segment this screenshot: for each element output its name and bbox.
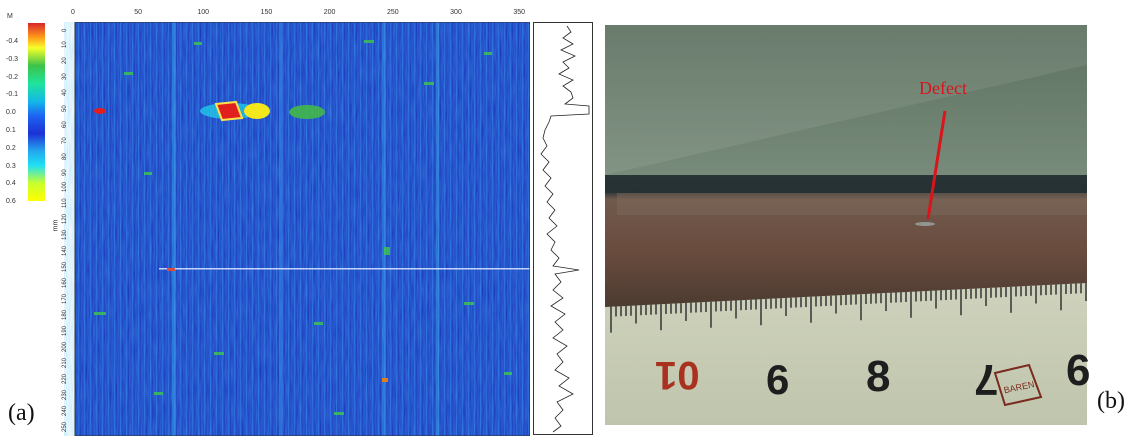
defect-label: Defect — [919, 78, 967, 98]
colorbar-label: 0.0 — [6, 109, 16, 117]
ruler-stamp — [993, 363, 1043, 407]
colorbar-label: -0.4 — [6, 38, 19, 45]
pipe-edge — [605, 175, 1087, 193]
panel-b-letter: (b) — [1097, 388, 1125, 414]
y-tick-label: 50 — [62, 105, 68, 112]
colorbar-label: 0.2 — [6, 144, 16, 152]
y-axis-label: mm — [52, 219, 60, 232]
glare — [605, 25, 1087, 175]
y-tick-label: 200 — [62, 341, 68, 352]
y-tick-label: 90 — [62, 169, 68, 176]
colorbar-unit: M — [7, 13, 13, 20]
x-tick-label: 100 — [197, 9, 210, 16]
y-tick-label: 100 — [62, 181, 68, 192]
y-tick-label: 180 — [62, 309, 68, 320]
y-tick-label: 60 — [62, 121, 68, 128]
streak — [436, 22, 439, 436]
y-tick-label: 30 — [62, 73, 68, 80]
x-tick-label: 350 — [513, 9, 526, 16]
defect-photo: BAREN — [605, 25, 1087, 425]
y-tick-label: 210 — [62, 357, 68, 368]
y-tick-label: 220 — [62, 373, 68, 384]
colorbar-label: 0.1 — [6, 127, 16, 134]
x-tick-label: 200 — [323, 9, 336, 16]
y-tick-label: 250 — [62, 421, 68, 432]
colorbar-label: -0.2 — [6, 73, 19, 81]
x-tick-label: 150 — [260, 9, 273, 16]
streak — [382, 22, 386, 436]
pipe-highlight — [617, 193, 1087, 215]
x-tick-label: 300 — [450, 9, 462, 16]
x-tick-label: 50 — [134, 9, 142, 16]
map-noise — [75, 22, 530, 436]
red-speck — [167, 268, 175, 271]
colorbar-label: 0.6 — [6, 198, 16, 206]
y-tick-label: 0 — [62, 28, 68, 32]
colorbar-label: 0.4 — [6, 180, 16, 188]
y-tick-label: 150 — [62, 261, 68, 272]
orange-speck — [382, 378, 388, 382]
defect-pointer — [926, 110, 947, 220]
defect-yellow — [244, 103, 270, 119]
side-profile — [533, 22, 593, 435]
edge-indication — [94, 108, 106, 114]
y-tick-label: 160 — [62, 277, 68, 288]
defect-green — [289, 105, 325, 119]
streak — [279, 22, 282, 436]
y-tick-label: 110 — [62, 198, 68, 208]
y-tick-label: 140 — [62, 245, 68, 256]
x-tick-label: 0 — [71, 9, 75, 16]
colorbar — [28, 23, 45, 201]
defect-red — [214, 100, 244, 122]
ruler-number: 8 — [866, 352, 891, 401]
ruler-number: 01 — [655, 353, 700, 397]
ruler-number: 6 — [1066, 346, 1091, 395]
y-tick-label: 80 — [62, 153, 68, 160]
map-frame — [74, 22, 530, 436]
x-tick-label: 250 — [386, 9, 399, 16]
colorbar-label: -0.3 — [6, 55, 19, 63]
ruler — [605, 283, 1087, 425]
defect-spot — [915, 222, 935, 226]
streak — [172, 22, 176, 436]
y-tick-label: 20 — [62, 57, 68, 64]
y-tick-label: 190 — [62, 325, 68, 336]
scan-line — [159, 268, 530, 270]
panel-a-letter: (a) — [8, 400, 35, 426]
y-tick-label: 240 — [62, 405, 68, 416]
ruler-number: 7 — [974, 355, 999, 404]
ultrasonic-map — [74, 22, 530, 436]
ruler-ticks — [610, 283, 1087, 333]
colorbar-label: -0.1 — [6, 91, 19, 99]
ruler-number: 6 — [766, 356, 790, 403]
colorbar-label: 0.3 — [6, 162, 16, 170]
green-specks — [94, 40, 512, 415]
y-tick-label: 70 — [62, 137, 68, 144]
y-tick-label: 120 — [62, 213, 68, 224]
y-tick-label: 170 — [62, 293, 68, 304]
y-tick-label: 40 — [62, 89, 68, 96]
y-tick-label: 230 — [62, 389, 68, 400]
y-tick-label: 10 — [62, 41, 68, 48]
y-tick-label: 130 — [62, 229, 68, 240]
